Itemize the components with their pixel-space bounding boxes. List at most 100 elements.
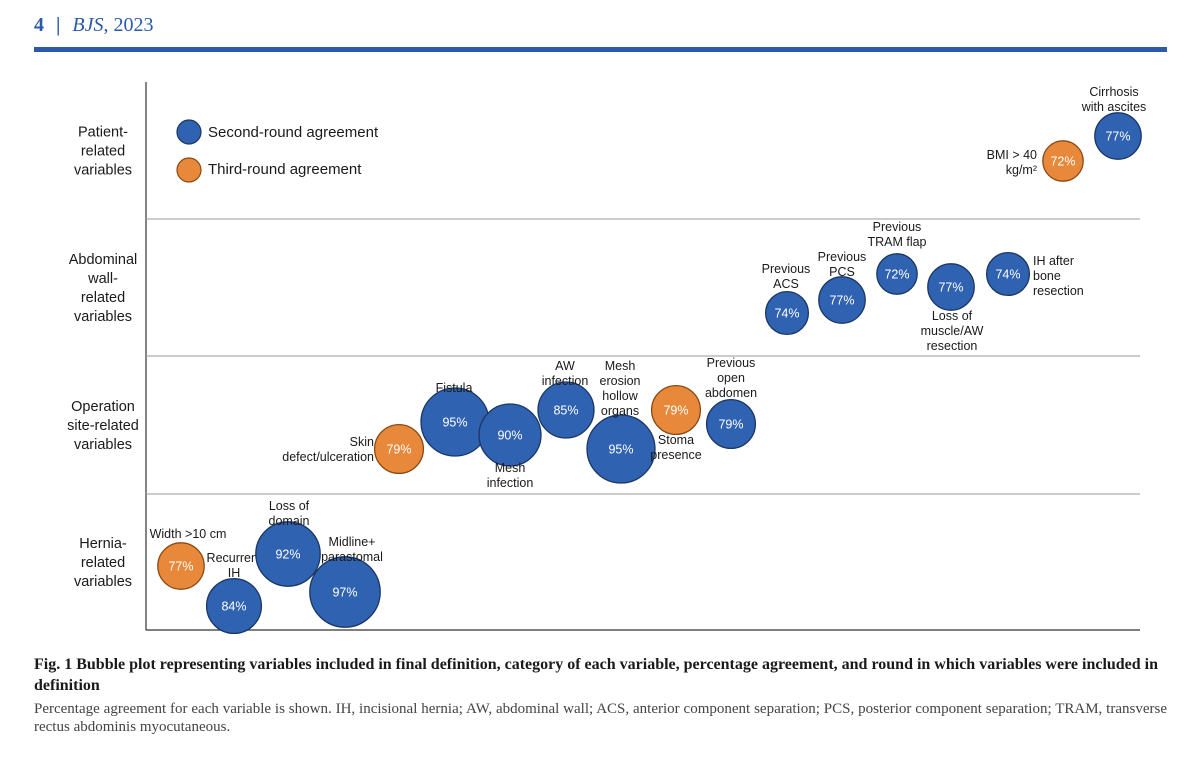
bubble-value: 77% [1105, 130, 1130, 144]
variable-label-line: TRAM flap [867, 235, 926, 249]
variable-label: Previous open abdomen [705, 356, 757, 400]
variable-label-line: BMI > 40 [987, 148, 1037, 162]
bubble [1094, 112, 1142, 160]
page-number: 4 [34, 14, 44, 36]
bubble-value: 77% [829, 294, 854, 308]
variable-label: Previous ACS [762, 262, 811, 291]
bubble [478, 403, 542, 467]
bubble-value: 79% [663, 404, 688, 418]
bubble-value: 97% [332, 586, 357, 600]
variable-label: Mesh infection [487, 461, 534, 490]
variable-label: Midline+ parastomal [321, 535, 383, 564]
variable-label-line: Stoma [658, 433, 694, 447]
figure-caption: Fig. 1 Bubble plot representing variable… [34, 656, 1159, 694]
bubble [586, 414, 656, 484]
variable-label-line: muscle/AW [921, 324, 984, 338]
running-header: 4 | BJS, 2023 [34, 14, 154, 37]
variable-label-line: with ascites [1081, 100, 1147, 114]
bubble-value: 74% [774, 307, 799, 321]
variable-label-line: Width >10 cm [150, 527, 227, 541]
bubble-value: 95% [442, 416, 467, 430]
variable-label-line: open [717, 371, 745, 385]
variable-label-line: ACS [773, 277, 799, 291]
bubble-value: 84% [221, 600, 246, 614]
variable-label-line: Previous [818, 250, 867, 264]
variable-label: Loss of muscle/AW resection [921, 309, 984, 353]
bubble-value: 72% [1050, 155, 1075, 169]
variable-label: Skin defect/ulceration [282, 435, 374, 464]
header-rule [34, 47, 1167, 52]
variable-label: BMI > 40 kg/m² [987, 148, 1037, 177]
variable-label-line: bone [1033, 269, 1061, 283]
bubble-value: 85% [553, 404, 578, 418]
variable-label-line: kg/m² [1006, 163, 1037, 177]
bubble [309, 556, 381, 628]
variable-label: Previous TRAM flap [867, 220, 926, 249]
variable-label-line: Recurrent [207, 551, 262, 565]
variable-label-line: AW [555, 359, 575, 373]
variable-label-line: Loss of [932, 309, 973, 323]
bubble-value: 74% [995, 268, 1020, 282]
variable-label-line: hollow [602, 389, 638, 403]
bubble [764, 290, 810, 336]
row-label-line: variables [74, 437, 132, 453]
variable-label-line: IH after [1033, 254, 1074, 268]
bubble-value: 77% [168, 560, 193, 574]
variable-label-line: parastomal [321, 550, 383, 564]
variable-label-line: Previous [762, 262, 811, 276]
variable-label: Previous PCS [818, 250, 867, 279]
bubble-value: 79% [718, 418, 743, 432]
row-label: Patient-related variables [74, 125, 132, 179]
variable-label-line: infection [542, 374, 589, 388]
variable-label-line: domain [269, 514, 310, 528]
bubble [818, 276, 866, 324]
header-separator: | [56, 14, 61, 36]
variable-label: Mesh erosion hollow organs [600, 359, 641, 418]
row-label: Abdominal wall-related variables [69, 252, 138, 325]
bubble [537, 381, 595, 439]
bubble-value: 77% [938, 281, 963, 295]
bubble-chart: Patient-related variables Abdominal wall-re… [67, 82, 1147, 635]
variable-label-line: presence [650, 448, 701, 462]
bubble-value: 92% [275, 548, 300, 562]
variable-label: Stoma presence [650, 433, 701, 462]
legend-marker-third [176, 157, 202, 183]
legend-marker-second [176, 119, 202, 145]
variable-label-line: Cirrhosis [1089, 85, 1138, 99]
variable-label-line: resection [927, 339, 978, 353]
bubble [205, 577, 263, 635]
row-label-line: variables [74, 163, 132, 179]
bubble-value: 72% [884, 268, 909, 282]
row-label: Operation site-related variables [67, 399, 139, 453]
row-label-line: Patient- [78, 125, 128, 141]
variable-label-line: Skin [350, 435, 374, 449]
bubble [985, 251, 1031, 297]
row-label-line: site-related [67, 418, 139, 434]
row-label-line: variables [74, 309, 132, 325]
bubble [927, 263, 975, 311]
row-label-line: variables [74, 574, 132, 590]
variable-label-line: organs [601, 404, 639, 418]
variable-label-line: Mesh [495, 461, 526, 475]
variable-label-line: IH [228, 566, 241, 580]
variable-label-line: erosion [600, 374, 641, 388]
variable-label: Width >10 cm [150, 527, 227, 541]
variable-label-line: resection [1033, 284, 1084, 298]
row-label-line: Abdominal [69, 252, 138, 268]
variable-label-line: PCS [829, 265, 855, 279]
figure-note: Percentage agreement for each variable i… [34, 701, 1167, 735]
bubble [705, 398, 757, 450]
variable-label: Cirrhosis with ascites [1081, 85, 1147, 114]
variable-label: AW infection [542, 359, 589, 388]
variable-label: IH after bone resection [1033, 254, 1084, 298]
variable-label-line: Mesh [605, 359, 636, 373]
variable-label-line: Previous [873, 220, 922, 234]
variable-label-line: infection [487, 476, 534, 490]
variable-label: Recurrent IH [207, 551, 262, 580]
row-label-line: related [81, 290, 125, 306]
variable-label-line: abdomen [705, 386, 757, 400]
row-label: Hernia-related variables [74, 536, 132, 590]
bubble [1042, 140, 1084, 182]
variable-label: Loss of domain [269, 499, 310, 528]
bubble-value: 90% [497, 429, 522, 443]
